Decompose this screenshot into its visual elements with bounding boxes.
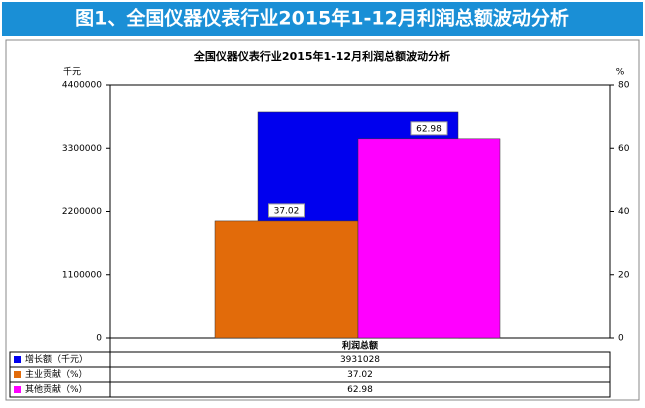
y-tick-label: 1100000	[62, 270, 102, 280]
bar	[357, 138, 501, 339]
y-unit: 千元	[63, 67, 81, 78]
y-tick-label: 0	[96, 334, 102, 344]
y2-tick-label: 0	[618, 334, 624, 344]
data-label: 37.02	[274, 206, 300, 216]
bar	[214, 220, 359, 339]
y2-tick-label: 40	[618, 207, 630, 217]
data-label-box	[268, 203, 305, 218]
chart-title: 全国仪器仪表行业2015年1-12月利润总额波动分析	[193, 49, 450, 63]
data-label: 62.98	[416, 124, 442, 134]
y-tick-label: 4400000	[62, 81, 102, 91]
banner-title: 图1、全国仪器仪表行业2015年1-12月利润总额波动分析	[75, 7, 569, 30]
banner	[2, 2, 643, 36]
y2-tick-label: 20	[618, 270, 630, 280]
legend-label: 增长额（千元）	[25, 353, 88, 365]
table-value: 3931028	[340, 355, 380, 365]
y2-unit: %	[616, 68, 625, 78]
legend-swatch	[14, 356, 21, 363]
legend-label: 其他贡献（%）	[25, 383, 88, 395]
table-value: 37.02	[347, 370, 373, 380]
data-label-box	[410, 121, 448, 136]
x-tick-label: 利润总额	[341, 340, 378, 352]
legend-swatch	[14, 386, 21, 393]
table-value: 62.98	[347, 385, 373, 395]
legend-swatch	[14, 371, 21, 378]
y-tick-label: 3300000	[62, 144, 102, 154]
y-tick-label: 2200000	[62, 207, 102, 217]
legend-label: 主业贡献（%）	[25, 368, 88, 380]
y2-tick-label: 60	[618, 144, 630, 154]
table-row	[9, 381, 611, 398]
y2-tick-label: 80	[618, 81, 630, 91]
